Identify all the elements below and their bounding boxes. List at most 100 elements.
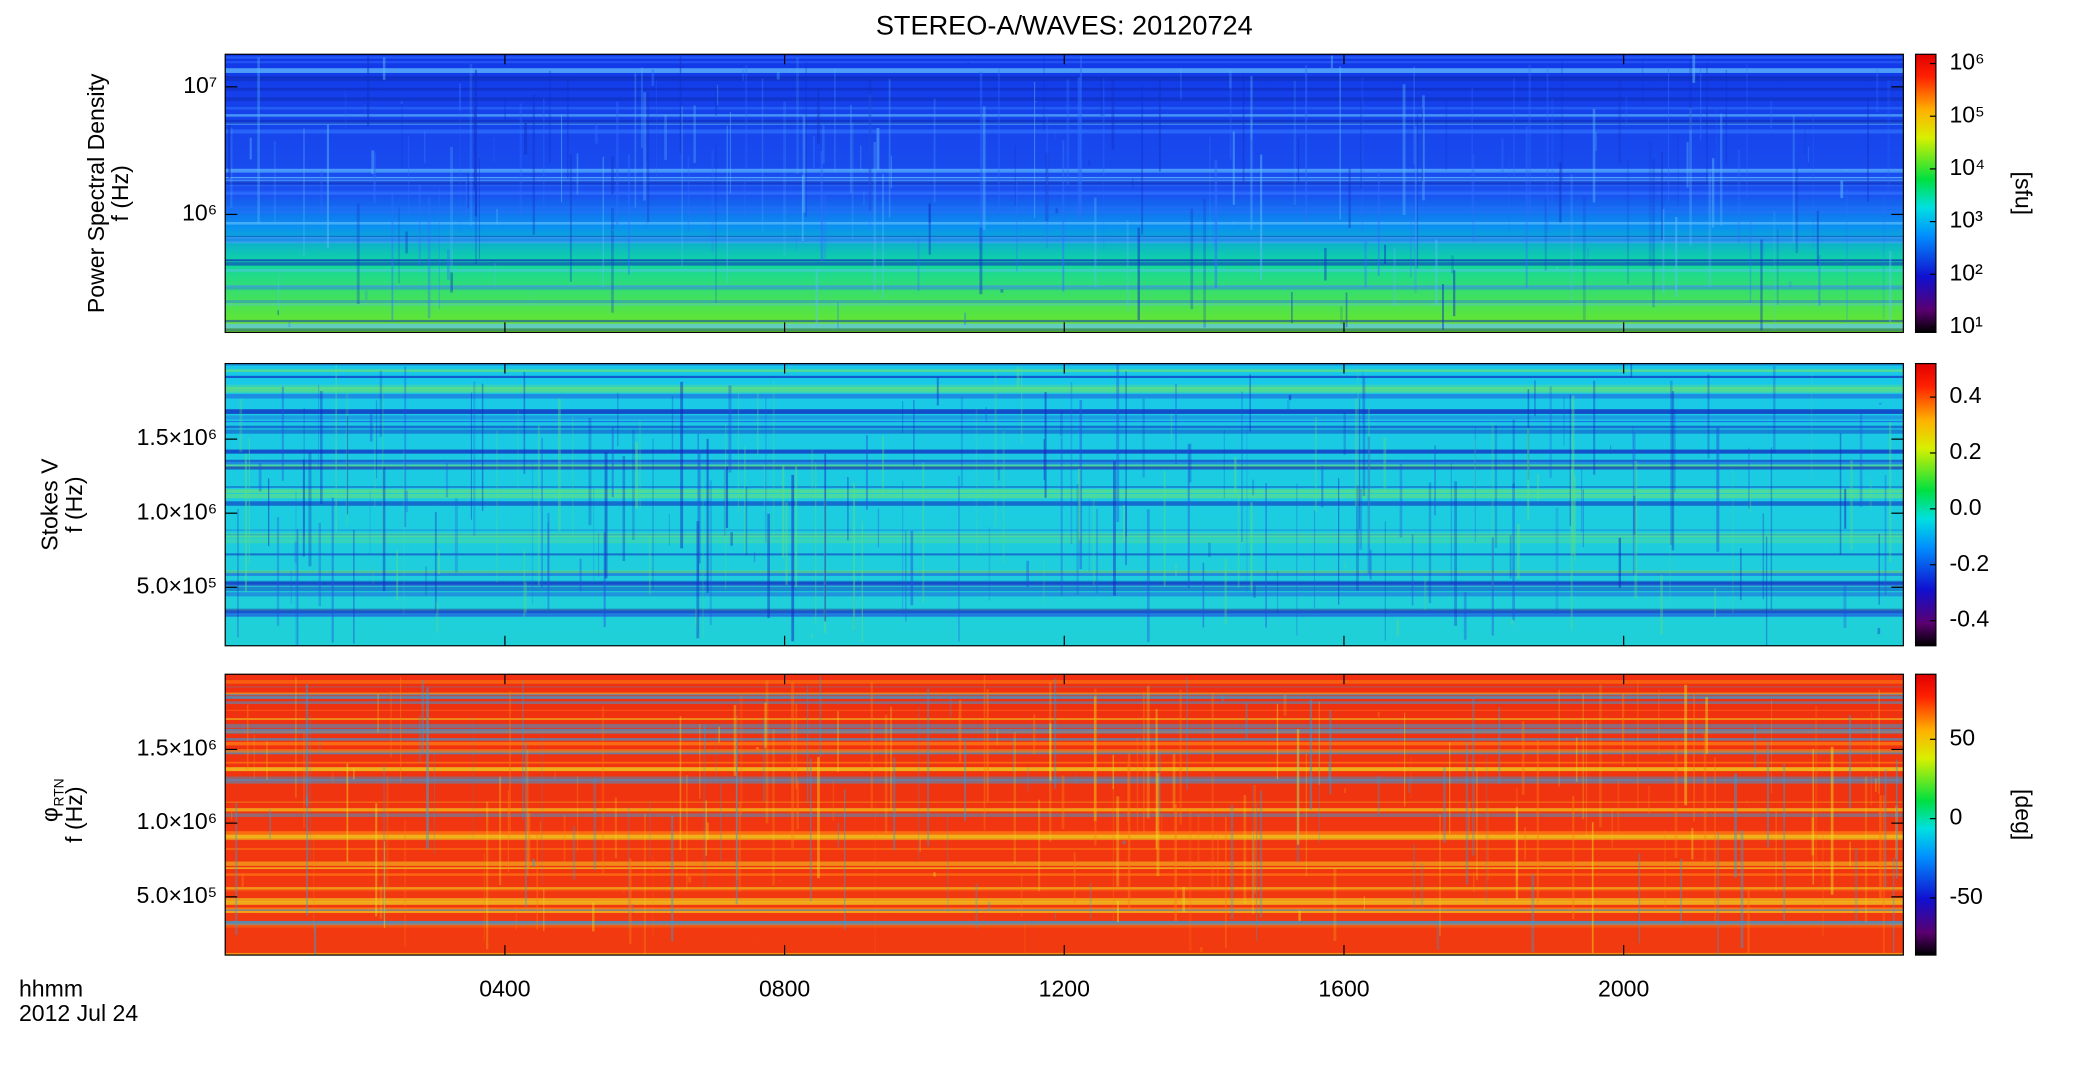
spectrogram-streak: [890, 155, 892, 188]
colorbar-tick-label: -0.2: [1949, 550, 1989, 576]
spectrogram-streak: [1054, 912, 1057, 920]
spectrogram-streak: [735, 738, 738, 905]
spectrogram-streak: [1593, 380, 1596, 475]
spectrogram-streak: [1293, 80, 1297, 206]
spectrogram-streak: [612, 229, 614, 231]
spectrogram-streak: [1259, 790, 1263, 918]
spectrogram-band: [225, 237, 1904, 243]
spectrogram-streak: [427, 196, 431, 319]
spectrogram-streak: [494, 263, 497, 286]
spectrogram-streak: [1556, 266, 1559, 270]
spectrogram-streak: [1572, 796, 1575, 920]
spectrogram-streak: [1276, 571, 1279, 613]
spectrogram-streak: [1641, 58, 1644, 106]
spectrogram-streak: [1638, 853, 1641, 944]
spectrogram-band: [225, 192, 1904, 195]
spectrogram-streak: [635, 441, 639, 509]
spectrogram-streak: [1582, 196, 1586, 320]
spectrogram-streak: [364, 103, 366, 116]
spectrogram-streak: [1251, 479, 1255, 496]
spectrogram-streak: [427, 708, 429, 833]
spectrogram-streak: [524, 582, 527, 613]
spectrogram-streak: [539, 821, 542, 840]
spectrogram-streak: [736, 715, 738, 881]
spectrogram-band: [225, 592, 1904, 597]
spectrogram-streak: [1671, 391, 1675, 551]
spectrogram-streak: [1344, 562, 1346, 569]
spectrogram-streak: [796, 57, 799, 174]
spectrogram-streak: [928, 202, 931, 255]
spectrogram-streak: [404, 820, 407, 947]
spectrogram-streak: [1113, 461, 1116, 596]
spectrogram-streak: [1849, 841, 1852, 867]
spectrogram-streak: [375, 803, 378, 917]
spectrogram-streak: [844, 789, 846, 930]
spectrogram-streak: [237, 508, 239, 638]
spectrogram-streak: [1705, 697, 1708, 754]
spectrogram-band: [225, 532, 1904, 538]
spectrogram-streak: [1410, 202, 1412, 278]
spectrogram-streak: [331, 771, 334, 783]
spectrogram-streak: [230, 127, 233, 208]
spectrogram-streak: [1132, 178, 1134, 188]
spectrogram-streak: [1745, 800, 1749, 802]
spectrogram-streak: [1772, 365, 1776, 454]
spectrogram-streak: [1512, 483, 1515, 621]
spectrogram-streak: [1436, 920, 1440, 950]
spectrogram-streak: [1077, 77, 1081, 216]
spectrogram-streak: [1125, 371, 1127, 537]
spectrogram-streak: [1867, 97, 1869, 202]
spectrogram-streak: [1061, 775, 1065, 830]
spectrogram-band: [225, 303, 1904, 306]
spectrogram-streak: [851, 122, 854, 239]
spectrogram-streak: [1333, 868, 1337, 941]
spectrogram-streak: [1618, 80, 1622, 164]
spectrogram-band: [225, 887, 1904, 890]
spectrogram-streak: [1197, 815, 1200, 862]
spectrogram-streak: [391, 191, 394, 322]
spectrogram-streak: [1544, 199, 1548, 271]
spectrogram-streak: [1767, 741, 1769, 848]
spectrogram-streak: [1112, 786, 1114, 921]
spectrogram-streak: [695, 607, 698, 627]
spectrogram-streak: [1749, 213, 1752, 303]
spectrogram-streak: [1038, 799, 1041, 892]
x-axis-label: hhmm: [19, 975, 83, 1001]
spectrogram-streak: [1421, 108, 1423, 181]
spectrogram-streak: [1383, 437, 1387, 493]
spectrogram-streak: [1393, 247, 1396, 307]
spectrogram-streak: [1454, 481, 1458, 626]
spectrogram-streak: [820, 151, 824, 261]
colorbar-tick-label: 0.4: [1949, 382, 1981, 408]
spectrogram-streak: [1158, 76, 1161, 172]
colorbar-tick-label: 10⁴: [1949, 154, 1985, 180]
spectrogram-streak: [1123, 505, 1126, 542]
spectrogram-streak: [1060, 411, 1063, 437]
spectrogram-streak: [353, 530, 355, 644]
spectrogram-streak: [1076, 483, 1079, 595]
spectrogram-band: [225, 206, 1904, 209]
spectrogram-streak: [248, 437, 250, 565]
spectrogram-streak: [567, 75, 569, 179]
spectrogram-streak: [469, 63, 473, 227]
spectrogram-streak: [617, 392, 619, 447]
spectrogram-streak: [1811, 817, 1815, 856]
spectrogram-streak: [1714, 588, 1716, 618]
x-tick-label: 1200: [1039, 975, 1090, 1001]
spectrogram-band: [225, 538, 1904, 544]
spectrogram-streak: [631, 904, 633, 914]
spectrogram-streak: [1624, 96, 1628, 127]
spectrogram-band: [225, 692, 1904, 695]
spectrogram-streak: [244, 453, 247, 592]
spectrogram-streak: [631, 429, 635, 540]
spectrogram-streak: [1434, 445, 1436, 516]
spectrogram-streak: [947, 814, 949, 912]
spectrogram-band: [225, 501, 1904, 506]
spectrogram-streak: [1792, 115, 1795, 243]
spectrogram-streak: [405, 490, 408, 512]
spectrogram-streak: [318, 522, 322, 607]
spectrogram-streak: [482, 462, 484, 488]
spectrogram-streak: [809, 758, 812, 902]
spectrogram-band: [225, 861, 1904, 866]
spectrogram-band: [225, 718, 1904, 720]
